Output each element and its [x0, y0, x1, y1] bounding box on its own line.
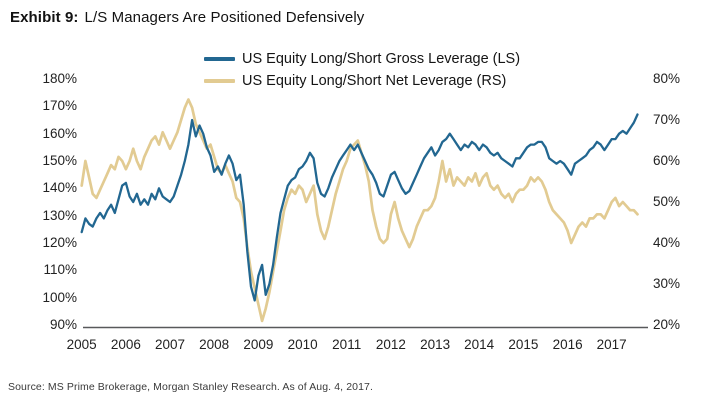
legend-item-net: US Equity Long/Short Net Leverage (RS): [204, 70, 520, 92]
x-axis-tick-label: 2013: [420, 337, 451, 352]
x-axis-tick-label: 2008: [199, 337, 230, 352]
right-axis-tick-label: 60%: [653, 153, 681, 168]
left-axis-tick-label: 100%: [42, 289, 77, 305]
x-axis-tick-label: 2011: [332, 337, 362, 352]
x-axis-tick-label: 2005: [66, 337, 97, 352]
exhibit-number: Exhibit 9:: [10, 9, 79, 26]
left-axis-tick-label: 120%: [42, 235, 77, 250]
legend-label-net: US Equity Long/Short Net Leverage (RS): [242, 73, 507, 89]
right-axis-tick-label: 20%: [653, 317, 681, 332]
x-axis-tick-label: 2009: [243, 337, 274, 352]
x-axis-tick-label: 2006: [110, 337, 141, 352]
left-axis-tick-label: 90%: [49, 317, 77, 332]
left-axis-tick-label: 130%: [42, 207, 77, 223]
legend-label-gross: US Equity Long/Short Gross Leverage (LS): [242, 51, 521, 67]
left-axis-tick-label: 150%: [42, 153, 77, 168]
chart-title: Exhibit 9: L/S Managers Are Positioned De…: [10, 9, 364, 26]
right-axis-tick-label: 40%: [653, 235, 681, 250]
x-axis-tick-label: 2010: [287, 337, 318, 352]
left-axis-tick-label: 140%: [42, 180, 77, 196]
legend: US Equity Long/Short Gross Leverage (LS)…: [204, 48, 520, 92]
left-axis-tick-label: 170%: [42, 98, 77, 114]
left-axis-tick-label: 180%: [42, 71, 77, 86]
x-axis-tick-label: 2014: [464, 337, 495, 352]
net-leverage-line: [80, 98, 639, 323]
left-axis-tick-label: 160%: [42, 125, 77, 141]
gross-leverage-line: [80, 113, 639, 302]
right-axis-tick-label: 80%: [653, 71, 681, 86]
x-axis-tick-label: 2016: [552, 337, 583, 352]
gross-line-swatch: [204, 57, 235, 61]
x-axis-tick-label: 2015: [508, 337, 539, 352]
net-line-swatch: [204, 79, 235, 83]
right-axis-tick-label: 30%: [653, 276, 681, 291]
source-note: Source: MS Prime Brokerage, Morgan Stanl…: [8, 381, 373, 393]
x-axis-tick-label: 2007: [154, 337, 186, 352]
x-axis-tick-label: 2017: [596, 337, 627, 352]
legend-item-gross: US Equity Long/Short Gross Leverage (LS): [204, 48, 520, 70]
right-axis-tick-label: 70%: [653, 112, 681, 127]
left-axis-tick-label: 110%: [43, 262, 77, 278]
chart-title-text: L/S Managers Are Positioned Defensively: [84, 9, 365, 26]
right-axis-tick-label: 50%: [653, 194, 681, 209]
x-axis-tick-label: 2012: [375, 337, 406, 352]
